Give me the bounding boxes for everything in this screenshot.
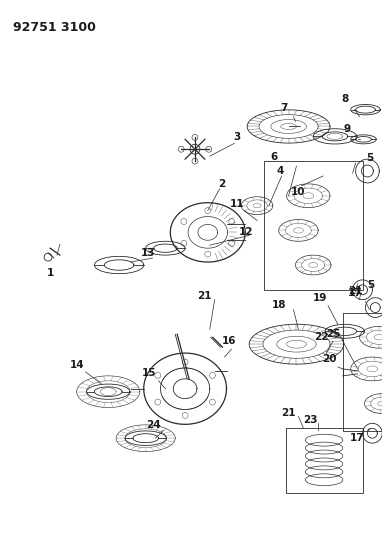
Text: 19: 19 [313, 293, 327, 303]
Text: 5: 5 [367, 280, 374, 290]
Text: 21: 21 [281, 408, 296, 418]
Text: 16: 16 [222, 336, 237, 346]
Text: 10: 10 [291, 187, 306, 197]
Text: 9: 9 [343, 124, 350, 134]
Text: 6: 6 [270, 152, 278, 162]
Text: 11: 11 [230, 199, 244, 208]
Text: 7: 7 [280, 103, 287, 112]
Text: 18: 18 [271, 300, 286, 310]
Text: 2: 2 [218, 179, 225, 189]
Text: 13: 13 [141, 248, 155, 258]
Text: 3: 3 [234, 132, 241, 142]
Text: 4: 4 [276, 166, 283, 176]
Text: 25: 25 [326, 329, 340, 340]
Text: 23: 23 [303, 415, 318, 425]
Text: 8: 8 [341, 94, 348, 104]
Text: 20: 20 [322, 354, 336, 364]
Text: 21: 21 [198, 290, 212, 301]
Text: 92751 3100: 92751 3100 [13, 21, 95, 34]
Text: 21: 21 [348, 286, 363, 296]
Text: 1: 1 [47, 268, 54, 278]
Bar [343, 312, 385, 431]
Text: 14: 14 [69, 360, 84, 370]
Text: 5: 5 [366, 153, 373, 163]
Text: 12: 12 [239, 228, 253, 237]
Text: 22: 22 [314, 332, 328, 342]
Bar [264, 161, 363, 290]
Bar [286, 429, 363, 492]
Text: 15: 15 [141, 368, 156, 378]
Text: 17: 17 [348, 288, 363, 298]
Text: 17: 17 [350, 433, 365, 443]
Text: 24: 24 [146, 421, 161, 430]
